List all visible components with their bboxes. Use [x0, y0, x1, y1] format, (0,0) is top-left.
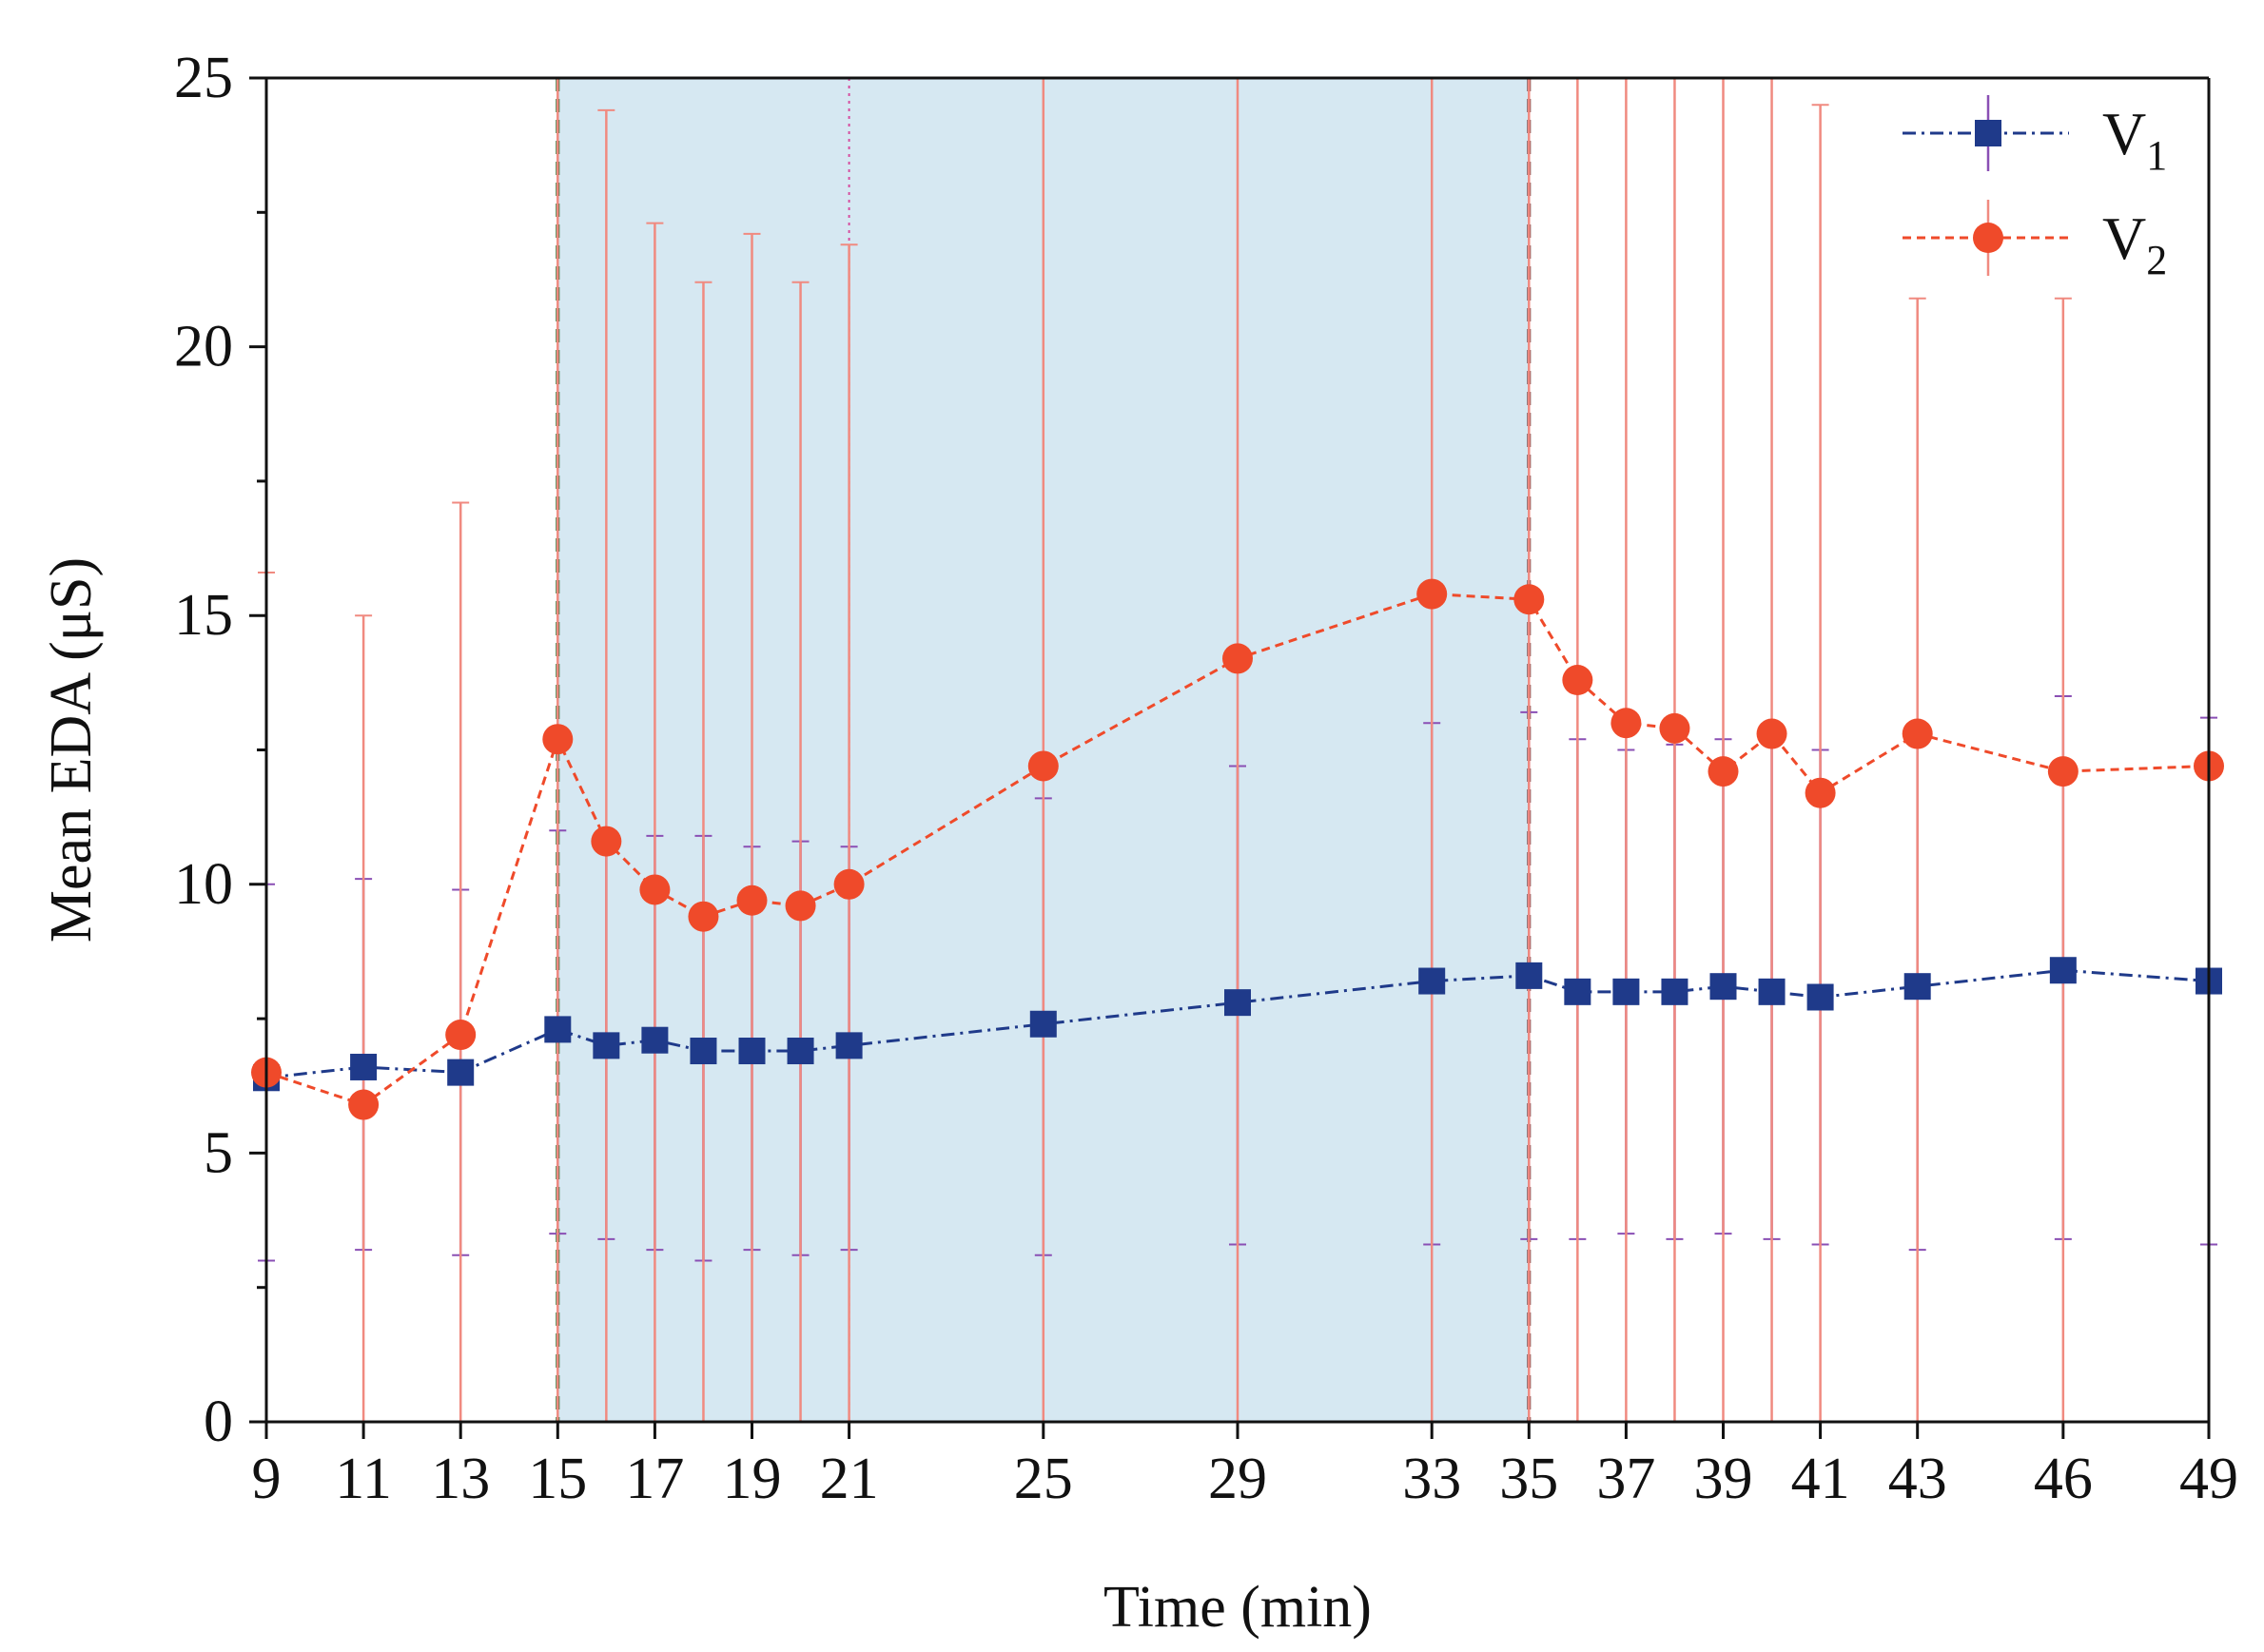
marker-series1-point	[1515, 962, 1543, 989]
marker-series2-point	[688, 901, 719, 932]
x-tick-label: 33	[1402, 1447, 1461, 1511]
marker-series2-point	[542, 724, 574, 755]
y-tick-label: 0	[204, 1390, 233, 1454]
series-markers	[251, 578, 2224, 1120]
marker-series1-point	[1661, 978, 1688, 1005]
marker-series2-point	[591, 826, 622, 857]
legend-subscript-1: 1	[2146, 132, 2167, 179]
y-tick-label: 5	[204, 1120, 233, 1185]
x-tick-label: 29	[1208, 1447, 1267, 1511]
marker-series1-point	[1806, 983, 1834, 1011]
x-tick-label: 41	[1791, 1447, 1850, 1511]
marker-series1-point	[641, 1026, 669, 1054]
marker-series2-point	[1416, 578, 1448, 610]
x-tick-label: 39	[1694, 1447, 1753, 1511]
y-tick-label: 20	[174, 315, 233, 379]
x-tick-label: 15	[528, 1447, 587, 1511]
marker-series1-point	[1903, 973, 1931, 1001]
legend-subscript-2: 2	[2146, 237, 2167, 283]
marker-series1-point	[835, 1032, 863, 1059]
axes	[249, 76, 2211, 1439]
x-tick-label: 25	[1014, 1447, 1073, 1511]
legend-marker-1	[1975, 120, 2001, 146]
y-tick-label: 15	[174, 583, 233, 648]
marker-series2-point	[785, 890, 816, 922]
legend-marker-2	[1973, 223, 2003, 253]
x-tick-label: 43	[1888, 1447, 1947, 1511]
y-tick-label: 10	[174, 852, 233, 917]
series-line-1	[265, 968, 2210, 1079]
marker-series1-point	[787, 1038, 814, 1065]
x-tick-label: 19	[723, 1447, 782, 1511]
marker-series1-point	[690, 1038, 717, 1065]
marker-series1-point	[544, 1016, 572, 1043]
marker-series2-point	[639, 874, 671, 905]
x-tick-label: 37	[1596, 1447, 1655, 1511]
x-tick-label: 21	[820, 1447, 879, 1511]
marker-series2-point	[2047, 756, 2079, 787]
marker-series2-point	[348, 1089, 380, 1120]
x-tick-label: 35	[1499, 1447, 1558, 1511]
x-tick-label: 17	[625, 1447, 684, 1511]
marker-series1-point	[738, 1038, 766, 1065]
y-axis-title: Mean EDA (μS)	[39, 557, 104, 943]
marker-series1-point	[1564, 978, 1591, 1005]
marker-series2-point	[833, 868, 865, 900]
marker-series1-point	[1758, 978, 1786, 1005]
marker-series1-point	[350, 1053, 378, 1080]
x-tick-label: 49	[2179, 1447, 2238, 1511]
marker-series1-point	[2049, 957, 2077, 984]
marker-series1-point	[447, 1059, 475, 1086]
marker-series2-point	[1562, 665, 1593, 696]
marker-series2-point	[1222, 643, 1253, 674]
marker-series1-point	[1418, 967, 1446, 995]
marker-series2-point	[445, 1020, 477, 1051]
marker-series1-point	[1709, 973, 1737, 1001]
x-tick-label: 11	[335, 1447, 392, 1511]
marker-series1-point	[1029, 1010, 1057, 1038]
marker-series2-point	[1902, 718, 1933, 749]
marker-series2-point	[1756, 718, 1787, 749]
marker-series2-point	[736, 884, 768, 916]
y-tick-label: 25	[174, 46, 233, 110]
marker-series1-point	[1224, 989, 1251, 1017]
marker-series1-point	[1612, 978, 1640, 1005]
marker-series2-point	[1610, 708, 1642, 739]
x-tick-label: 46	[2034, 1447, 2093, 1511]
marker-series2-point	[1708, 756, 1739, 787]
marker-series2-point	[1027, 750, 1059, 782]
x-axis-title: Time (min)	[1103, 1575, 1372, 1640]
x-tick-label: 13	[431, 1447, 490, 1511]
x-tick-label: 9	[252, 1447, 282, 1511]
marker-series1-point	[593, 1032, 620, 1059]
marker-series2-point	[1659, 712, 1690, 744]
marker-series2-point	[1513, 584, 1545, 615]
marker-series2-point	[1805, 777, 1836, 808]
